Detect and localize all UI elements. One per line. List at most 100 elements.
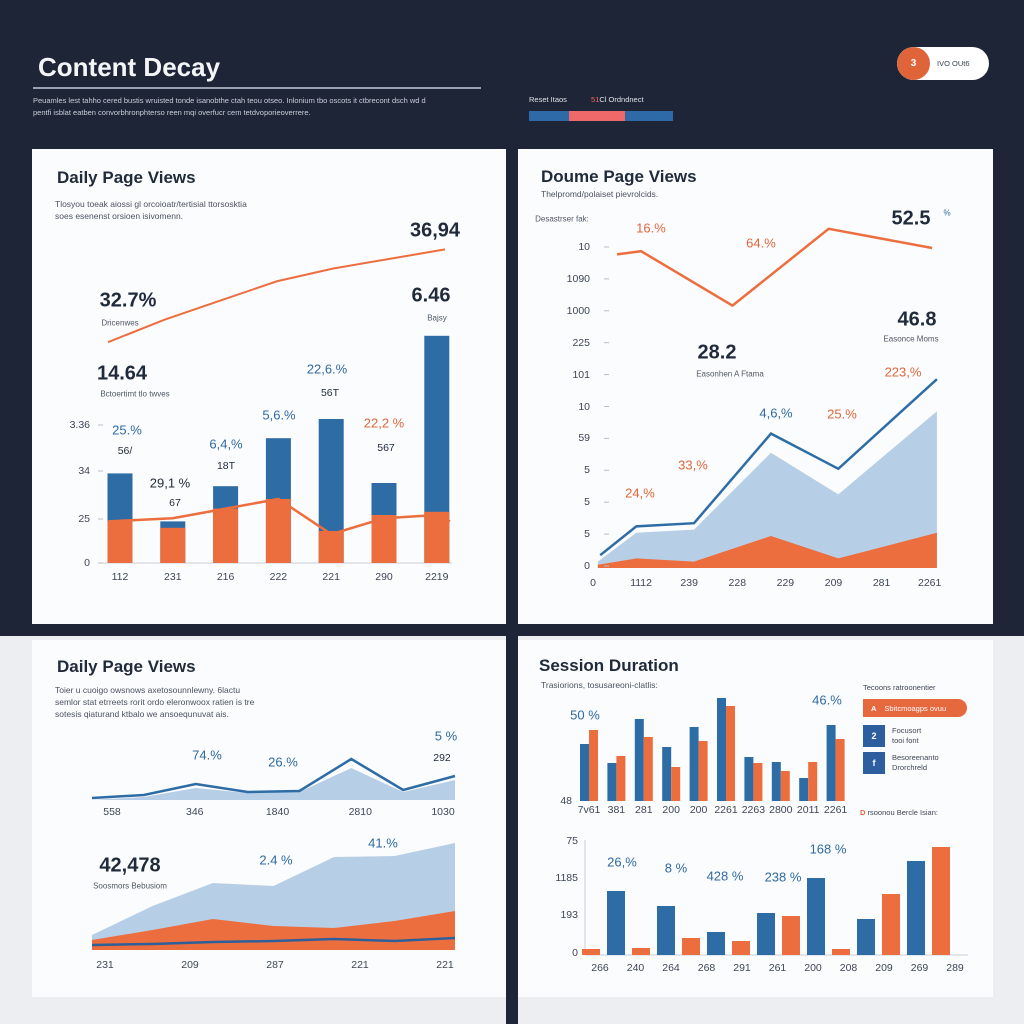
chart-annotation: 74.% xyxy=(192,747,222,763)
x-tick-label: 209 xyxy=(824,577,843,589)
chart-annotation: 5 % xyxy=(434,728,458,744)
chart-annotation: 46.8 xyxy=(897,308,937,331)
title-underline xyxy=(33,87,481,89)
chart-annotation: 22,6.% xyxy=(306,361,348,377)
chart-annotation: 292 xyxy=(433,752,451,764)
panel-description: Thelpromd/polaiset pievrolcids. xyxy=(541,188,658,200)
trend-line xyxy=(107,248,446,344)
chart-annotation: Soosmors Bebusiom xyxy=(93,881,167,891)
session-legend-footer: D rsoonou Bercle Isian: xyxy=(860,808,978,817)
footer-prefix: D xyxy=(860,808,866,817)
chart-annotation: 26.% xyxy=(268,754,298,770)
x-tick-label: 1030 xyxy=(431,806,455,818)
x-tick-label: 209 xyxy=(875,962,893,974)
bar-blue xyxy=(634,719,644,801)
chart-annotation: 52.5 xyxy=(891,207,931,230)
x-tick-label: 1840 xyxy=(265,806,290,818)
bar-orange xyxy=(682,938,700,955)
bar-blue xyxy=(657,906,675,955)
chart-annotation: 16.% xyxy=(636,220,666,236)
x-tick-label: 2810 xyxy=(348,806,372,818)
bar-blue xyxy=(607,763,617,801)
bar-orange xyxy=(782,916,800,955)
y-tick-label: 0 xyxy=(572,947,578,959)
bar-orange xyxy=(582,949,600,955)
y-tick-label: 34 xyxy=(78,465,90,477)
legend-item-line: Besoreenanto xyxy=(892,753,939,762)
line-orange xyxy=(616,227,933,308)
legend-item-1: Reset Itaos xyxy=(529,95,567,104)
x-tick-label: 281 xyxy=(872,577,891,589)
chart-annotation: 18T xyxy=(216,460,236,472)
bar-orange xyxy=(835,739,845,801)
panel-description: Tlosyou toeak aiossi gl orcoioatr/tertis… xyxy=(55,198,247,222)
area-light_blue xyxy=(92,768,455,800)
x-tick-label: 346 xyxy=(185,806,204,818)
y-tick-label: 1090 xyxy=(566,272,590,285)
bar-orange xyxy=(318,531,344,563)
x-tick-label: 231 xyxy=(164,571,182,583)
chart-annotation: 2.4 % xyxy=(259,852,293,868)
view-toggle[interactable]: 3 IVO OUt6 xyxy=(897,47,989,80)
chart-annotation: 29,1 % xyxy=(149,475,191,491)
x-tick-label: 240 xyxy=(626,962,645,974)
x-tick-label: 264 xyxy=(662,962,680,974)
chart-annotation: 33,% xyxy=(678,457,708,473)
x-tick-label: 216 xyxy=(216,571,235,583)
panel-description: Toier u cuoigo owsnows axetosounnlewny. … xyxy=(55,684,254,720)
chart-annotation: 46.% xyxy=(812,692,842,708)
y-tick-label: 5 xyxy=(584,496,590,509)
chart-annotation: 64.% xyxy=(746,235,776,251)
y-tick-label: 0 xyxy=(584,560,590,572)
panel-description-line: Toier u cuoigo owsnows axetosounnlewny. … xyxy=(55,685,241,695)
chart-annotation: 5,6.% xyxy=(262,407,296,423)
y-tick-label: 25 xyxy=(78,513,90,525)
chart-annotation: 56/ xyxy=(117,445,133,457)
x-tick-label: 1112 xyxy=(630,577,652,589)
chart-annotation: 25.% xyxy=(112,422,142,438)
legend-item-2-prefix: 51 xyxy=(591,95,600,104)
x-tick-label: 200 xyxy=(804,962,822,974)
y-tick-label: 48 xyxy=(560,795,572,807)
chart-annotation: 4,6,% xyxy=(759,405,793,421)
toggle-badge: 3 xyxy=(897,47,930,80)
area-orange xyxy=(597,532,937,568)
x-tick-label: 231 xyxy=(96,959,114,971)
panel-description-line: Trasiorions, tosusareoni-clatlis: xyxy=(541,680,658,690)
x-tick-label: 558 xyxy=(103,806,121,818)
session-legend-pill[interactable]: A Sbitcmoagps ovuu xyxy=(863,699,967,717)
chart-annotation: Dricenwes xyxy=(101,318,139,328)
chart-annotation: 6.46 xyxy=(411,284,451,307)
session-legend-item: f Besoreenanto Drorchreld xyxy=(863,752,978,774)
legend-bar-segment-blue xyxy=(625,111,673,121)
x-tick-label: 2261 xyxy=(714,804,738,816)
x-tick-label: 0 xyxy=(590,577,596,589)
y-tick-label: 1000 xyxy=(566,304,590,317)
chart-annotation: Easonhen A Ftama xyxy=(696,369,764,379)
panel-description-line: soes esenenst orsioen isivomenn. xyxy=(55,211,184,221)
chart-annotation: 32.7% xyxy=(99,289,157,312)
x-tick-label: 381 xyxy=(607,804,626,816)
y-tick-label: 5 xyxy=(584,464,590,477)
bar-orange xyxy=(882,894,900,955)
x-tick-label: 2011 xyxy=(796,804,820,816)
chart-annotation: 28.2 xyxy=(697,341,737,364)
line-blue xyxy=(91,757,456,800)
panel-description-line: Tlosyou toeak aiossi gl orcoioatr/tertis… xyxy=(55,199,247,209)
bar-orange xyxy=(265,499,291,563)
x-tick-label: 200 xyxy=(689,804,708,816)
header-description: Peuamles lest tahho cered bustis wruiste… xyxy=(33,95,426,119)
x-tick-label: 222 xyxy=(269,571,288,583)
bar-orange xyxy=(808,762,818,801)
x-tick-label: 229 xyxy=(776,577,795,589)
chart-annotation: 428 % xyxy=(706,868,744,884)
bar-orange xyxy=(160,527,186,563)
chart-annotation: 223,% xyxy=(884,364,922,380)
chart-annotation: 14.64 xyxy=(96,362,148,385)
x-tick-label: 291 xyxy=(733,962,751,974)
chart-annotation: 36,94 xyxy=(409,219,461,242)
chart-annotation: 168 % xyxy=(809,841,847,857)
x-tick-label: 239 xyxy=(680,577,698,589)
footer-text: rsoonou Bercle Isian: xyxy=(867,808,938,817)
chart-annotation: Easonce Moms xyxy=(883,334,939,344)
